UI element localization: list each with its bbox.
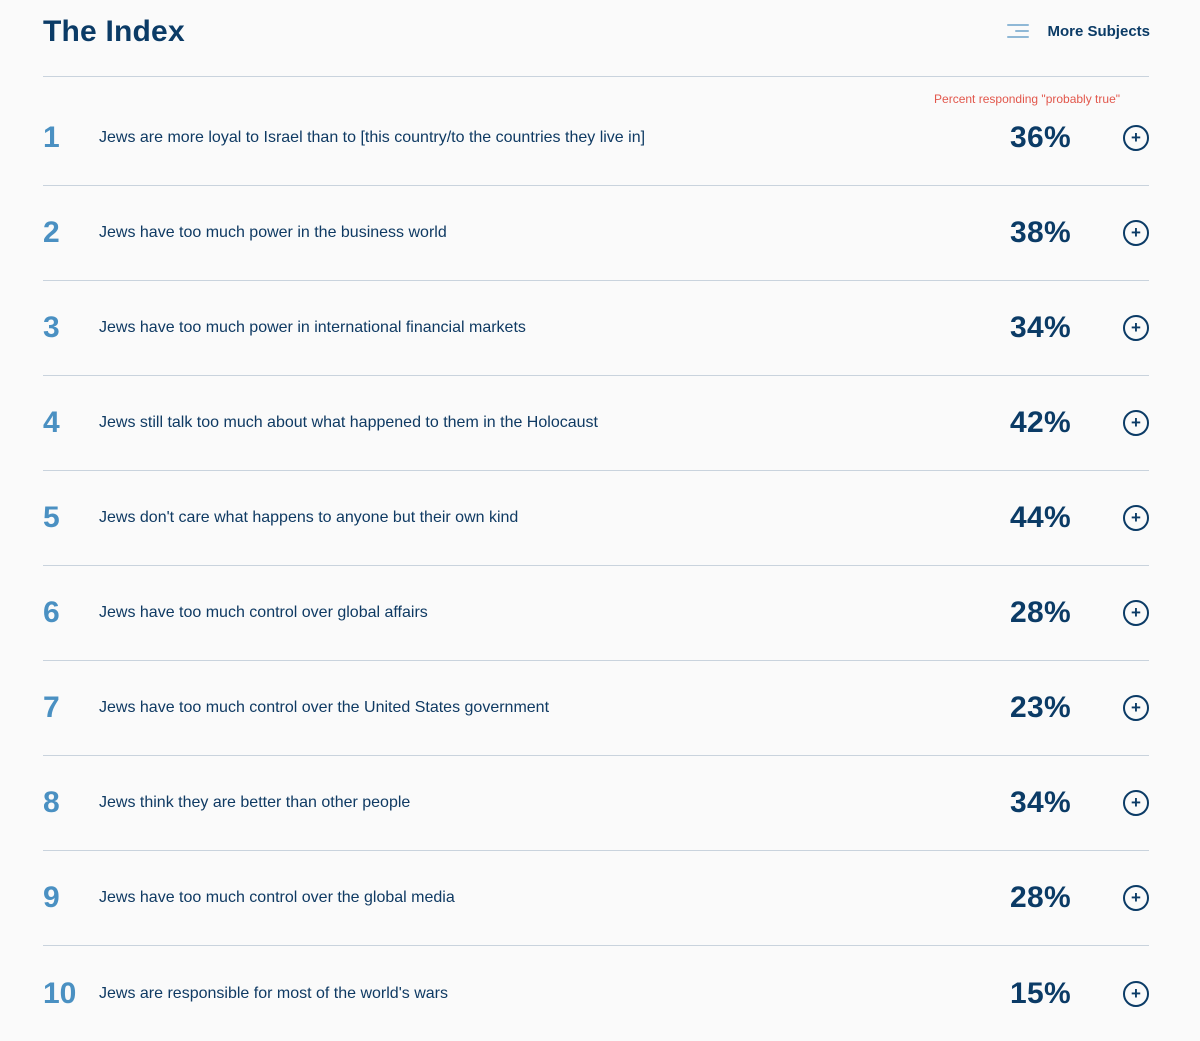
expand-button[interactable]: +	[1123, 125, 1149, 151]
expand-button[interactable]: +	[1123, 885, 1149, 911]
row-percent: 38%	[1010, 216, 1071, 249]
expand-button[interactable]: +	[1123, 600, 1149, 626]
row-percent: 28%	[1010, 881, 1071, 914]
row-number: 6	[43, 596, 60, 629]
expand-button[interactable]: +	[1123, 695, 1149, 721]
expand-button[interactable]: +	[1123, 790, 1149, 816]
list-item: 8 Jews think they are better than other …	[43, 756, 1149, 851]
plus-icon: +	[1131, 983, 1141, 1003]
expand-button[interactable]: +	[1123, 980, 1149, 1007]
row-number: 4	[43, 406, 60, 439]
row-number: 5	[43, 501, 60, 534]
row-statement: Jews have too much control over the glob…	[99, 889, 455, 906]
expand-button[interactable]: +	[1123, 505, 1149, 531]
list-item: 9 Jews have too much control over the gl…	[43, 851, 1149, 946]
index-list: 1 Jews are more loyal to Israel than to …	[43, 91, 1149, 1041]
plus-icon: +	[1131, 128, 1141, 147]
row-number: 9	[43, 881, 60, 914]
row-percent: 36%	[1010, 121, 1071, 154]
header-divider	[43, 76, 1149, 77]
expand-button[interactable]: +	[1123, 315, 1149, 341]
row-percent: 34%	[1010, 786, 1071, 819]
list-item: 1 Jews are more loyal to Israel than to …	[43, 91, 1149, 186]
plus-icon: +	[1131, 223, 1141, 242]
row-number: 1	[43, 121, 60, 154]
row-statement: Jews have too much power in the business…	[99, 224, 447, 241]
more-subjects-label[interactable]: More Subjects	[1047, 22, 1150, 40]
expand-button[interactable]: +	[1123, 220, 1149, 246]
plus-icon: +	[1131, 888, 1141, 907]
plus-icon: +	[1131, 698, 1141, 717]
row-statement: Jews still talk too much about what happ…	[99, 414, 598, 431]
row-statement: Jews have too much control over global a…	[99, 604, 428, 621]
plus-icon: +	[1131, 318, 1141, 337]
row-percent: 23%	[1010, 691, 1071, 724]
row-percent: 44%	[1010, 501, 1071, 534]
plus-icon: +	[1131, 508, 1141, 527]
row-number: 3	[43, 311, 60, 344]
plus-icon: +	[1131, 603, 1141, 622]
row-statement: Jews think they are better than other pe…	[99, 794, 411, 811]
more-subjects-button[interactable]: More Subjects	[1007, 22, 1150, 40]
list-item: 4 Jews still talk too much about what ha…	[43, 376, 1149, 471]
row-statement: Jews have too much control over the Unit…	[99, 699, 550, 716]
row-statement: Jews are responsible for most of the wor…	[99, 984, 448, 1002]
row-statement: Jews are more loyal to Israel than to [t…	[99, 129, 646, 146]
hamburger-menu-icon[interactable]	[1007, 22, 1030, 40]
plus-icon: +	[1131, 413, 1141, 432]
expand-button[interactable]: +	[1123, 410, 1149, 436]
row-percent: 15%	[1010, 976, 1071, 1010]
list-item: 7 Jews have too much control over the Un…	[43, 661, 1149, 756]
row-number: 10	[43, 976, 77, 1010]
page-title: The Index	[43, 15, 185, 48]
row-statement: Jews don't care what happens to anyone b…	[99, 509, 519, 526]
row-number: 2	[43, 216, 60, 249]
percent-caption: Percent responding "probably true"	[934, 92, 1120, 106]
row-percent: 42%	[1010, 406, 1071, 439]
list-item: 3 Jews have too much power in internatio…	[43, 281, 1149, 376]
list-item: 6 Jews have too much control over global…	[43, 566, 1149, 661]
list-item: 5 Jews don't care what happens to anyone…	[43, 471, 1149, 566]
list-item: 10 Jews are responsible for most of the …	[43, 946, 1149, 1041]
row-number: 7	[43, 691, 60, 724]
row-percent: 28%	[1010, 596, 1071, 629]
plus-icon: +	[1131, 793, 1141, 812]
row-percent: 34%	[1010, 311, 1071, 344]
row-number: 8	[43, 786, 60, 819]
row-statement: Jews have too much power in internationa…	[99, 319, 526, 336]
list-item: 2 Jews have too much power in the busine…	[43, 186, 1149, 281]
